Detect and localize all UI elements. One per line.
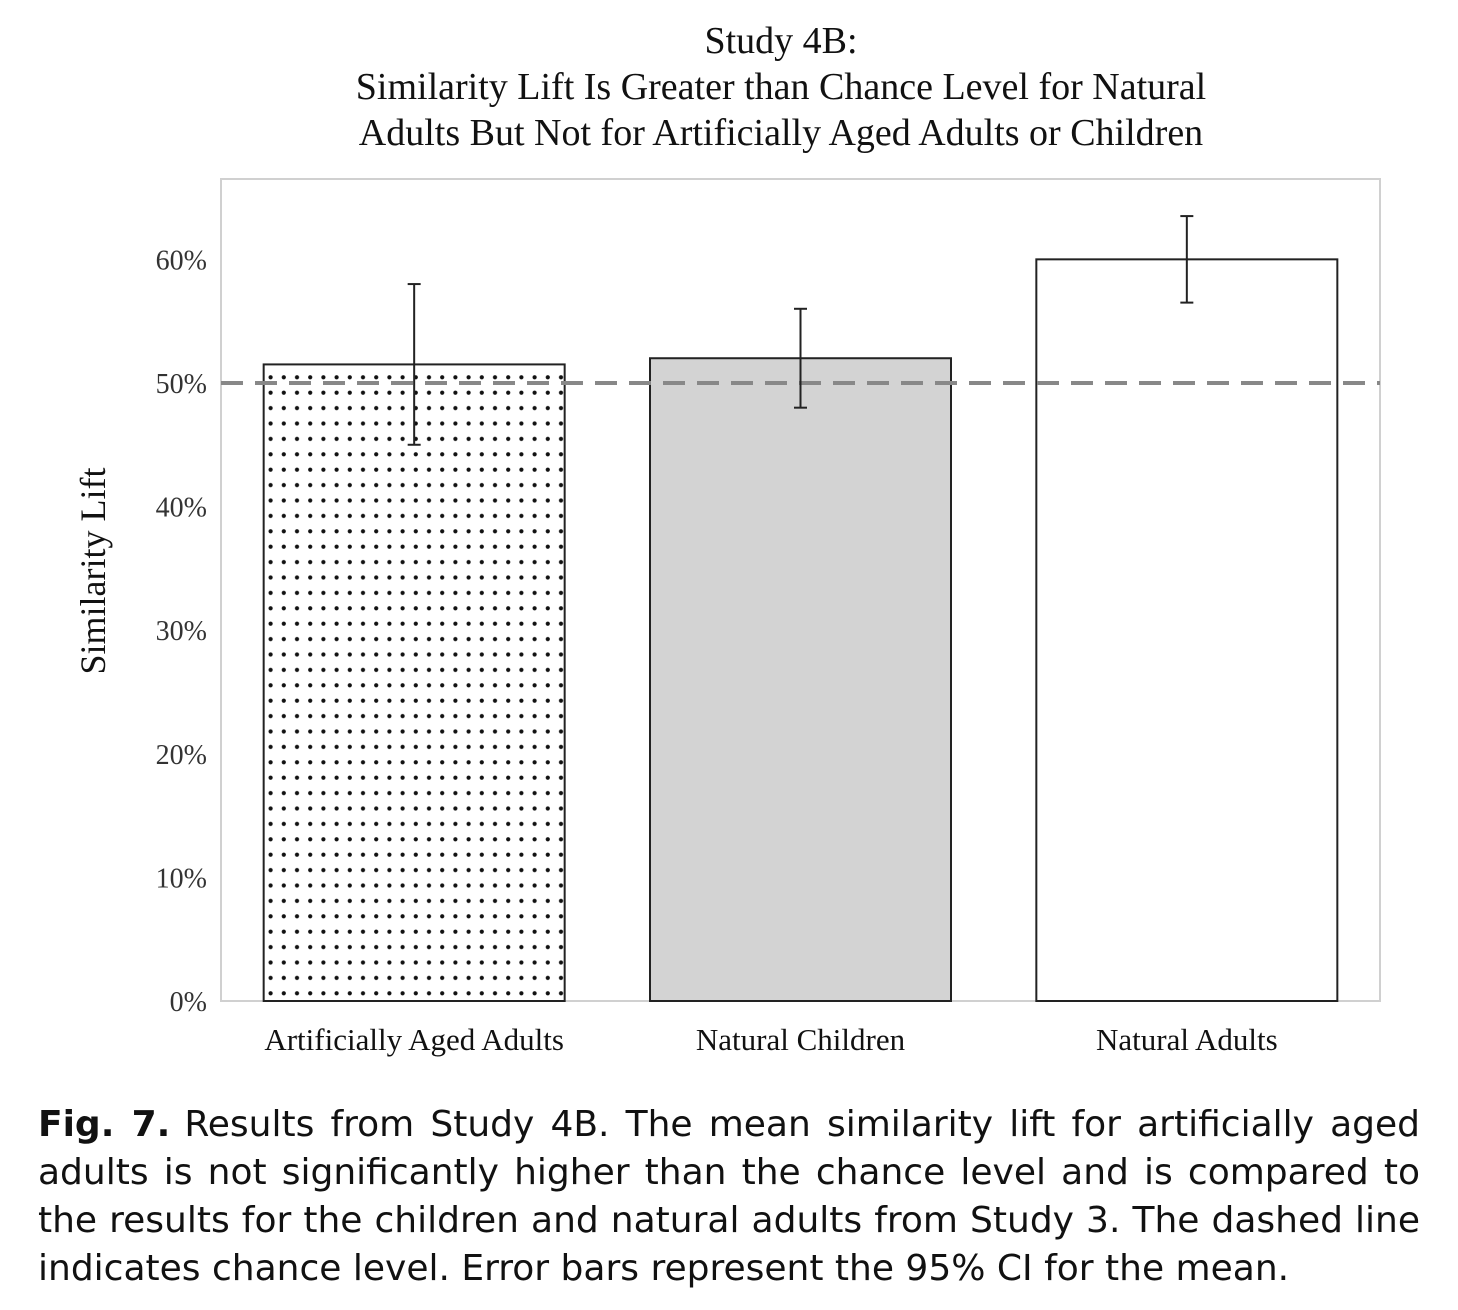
figure-caption: Fig. 7. Results from Study 4B. The mean s… — [38, 1101, 1420, 1293]
chart: Study 4B: Similarity Lift Is Greater tha… — [73, 20, 1381, 1057]
bar — [1035, 258, 1339, 1002]
bar — [262, 363, 566, 1003]
y-axis-label: Similarity Lift — [73, 468, 113, 675]
chart-title-line-2: Similarity Lift Is Greater than Chance L… — [356, 66, 1206, 108]
chart-title: Study 4B: Similarity Lift Is Greater tha… — [356, 20, 1206, 154]
x-tick-label: Natural Adults — [1096, 1022, 1278, 1057]
chart-title-line-3: Adults But Not for Artificially Aged Adu… — [359, 112, 1203, 154]
x-tick-label: Natural Children — [696, 1022, 906, 1057]
y-tick-label: 0% — [170, 987, 207, 1018]
chart-title-line-1: Study 4B: — [704, 20, 857, 62]
bar — [649, 357, 952, 1002]
y-tick-label: 20% — [156, 740, 207, 771]
y-tick-label: 50% — [156, 369, 207, 400]
y-tick-label: 30% — [156, 616, 207, 647]
y-tick-label: 10% — [156, 863, 207, 894]
x-tick-label: Artificially Aged Adults — [264, 1022, 564, 1057]
caption-text: Results from Study 4B. The mean similari… — [38, 1104, 1420, 1289]
y-tick-label: 40% — [156, 493, 207, 524]
y-tick-label: 60% — [156, 245, 207, 276]
error-bars — [407, 215, 1194, 446]
caption-label: Fig. 7. — [38, 1104, 171, 1145]
x-axis-labels: Artificially Aged Adults Natural Children… — [264, 1022, 1277, 1057]
y-axis-ticks: 0% 10% 20% 30% 40% 50% 60% — [156, 245, 207, 1018]
